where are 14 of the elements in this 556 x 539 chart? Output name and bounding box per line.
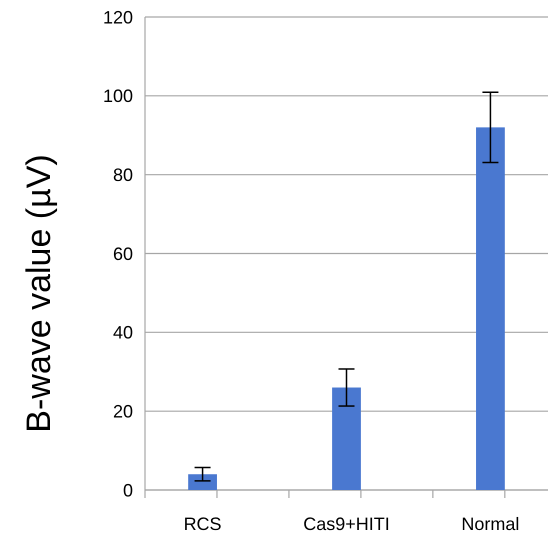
x-tick-label: Normal [461, 514, 520, 534]
y-tick-label: 20 [112, 401, 133, 422]
x-tick-label: RCS [184, 514, 222, 534]
y-tick-label: 120 [102, 7, 133, 28]
y-tick-label: 80 [112, 164, 133, 185]
bar [188, 474, 217, 490]
bar [476, 127, 505, 490]
x-tick-label: Cas9+HITI [303, 514, 390, 534]
y-axis-title: B-wave value (µV) [20, 154, 58, 433]
y-tick-label: 40 [112, 322, 133, 343]
bar [332, 388, 361, 490]
y-tick-label: 0 [122, 480, 133, 500]
y-tick-label: 60 [112, 244, 133, 264]
y-tick-label: 100 [102, 86, 133, 106]
